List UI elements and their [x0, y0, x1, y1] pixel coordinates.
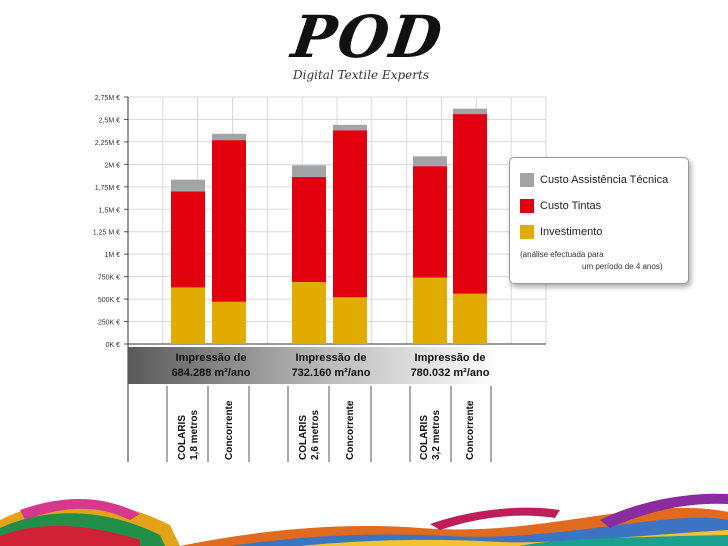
legend-swatch-assistencia	[520, 173, 534, 187]
textile-decoration-image	[0, 493, 728, 546]
logo-tagline: Digital Textile Experts	[292, 68, 429, 82]
legend-note-line2: um período de 4 anos)	[582, 262, 663, 271]
y-tick-label: 750K €	[98, 275, 120, 282]
legend-item-investimento: Investimento	[520, 224, 602, 240]
legend-label-investimento: Investimento	[540, 226, 603, 238]
bar-label: Concorrente	[465, 400, 476, 460]
bar-segment-investimento	[453, 293, 487, 344]
bar-segment-investimento	[333, 297, 367, 344]
y-tick-label: 2,5M €	[99, 117, 121, 124]
group-label-band	[128, 347, 500, 384]
y-tick-label: 2,75M €	[95, 95, 120, 102]
legend-label-tintas: Custo Tintas	[540, 200, 602, 212]
bar-segment-investimento	[413, 277, 447, 344]
legend-item-tintas: Custo Tintas	[520, 198, 601, 214]
legend-item-assistencia: Custo Assistência Técnica	[520, 172, 668, 188]
bar-segment-investimento	[292, 282, 326, 344]
bar-label: COLARIS	[298, 415, 309, 460]
y-axis-tick-labels: 0K € 250K € 500K € 750K € 1M € 1,25 M € 1,5M €…	[93, 95, 120, 349]
bar-segment-custo-assistencia	[292, 165, 326, 177]
y-tick-label: 1,75M €	[95, 185, 120, 192]
legend-label-assistencia: Custo Assistência Técnica	[540, 174, 669, 186]
bar-segment-custo-tintas	[413, 166, 447, 278]
bar-segment-custo-assistencia	[453, 108, 487, 115]
bar-segment-investimento	[212, 301, 246, 344]
logo-brand: POD	[286, 2, 448, 71]
bar-segment-custo-tintas	[171, 191, 205, 288]
bar-label-line2: 1,8 metros	[189, 410, 200, 460]
group-label-line2: 684.288 m²/ano	[172, 367, 251, 379]
y-tick-label: 2,25M €	[95, 140, 120, 147]
bars	[171, 108, 487, 344]
bar-segment-custo-assistencia	[413, 156, 447, 167]
bar-label: COLARIS	[177, 415, 188, 460]
y-tick-label: 500K €	[98, 297, 120, 304]
group-label-line1: Impressão de	[296, 352, 367, 364]
bar-segment-custo-assistencia	[333, 124, 367, 131]
group-label-line1: Impressão de	[415, 352, 486, 364]
legend-note: (análise efectuada para um período de 4 …	[520, 249, 680, 273]
bar-segment-custo-tintas	[333, 130, 367, 298]
legend-swatch-tintas	[520, 199, 534, 213]
bar-label: COLARIS	[419, 415, 430, 460]
group-label-line1: Impressão de	[176, 352, 247, 364]
bar-segment-custo-tintas	[453, 114, 487, 294]
y-tick-label: 1,25 M €	[93, 230, 120, 237]
y-tick-label: 1M €	[104, 252, 120, 259]
bar-label-line2: 2,6 metros	[310, 410, 321, 460]
bar-label-line2: 3,2 metros	[431, 410, 442, 460]
chart-legend: Custo Assistência Técnica Custo Tintas I…	[509, 157, 689, 284]
bar-segment-investimento	[171, 287, 205, 344]
legend-swatch-investimento	[520, 225, 534, 239]
y-tick-label: 2M €	[104, 162, 120, 169]
bar-segment-custo-tintas	[212, 140, 246, 302]
group-label-line2: 780.032 m²/ano	[411, 367, 490, 379]
pod-logo: POD Digital Textile Experts	[286, 2, 448, 82]
bar-label: Concorrente	[224, 400, 235, 460]
y-tick-label: 0K €	[106, 342, 121, 349]
bar-label: Concorrente	[345, 400, 356, 460]
bar-segment-custo-assistencia	[212, 133, 246, 141]
y-tick-label: 1,5M €	[99, 207, 121, 214]
bar-segment-custo-assistencia	[171, 179, 205, 192]
bar-segment-custo-tintas	[292, 176, 326, 283]
y-tick-label: 250K €	[98, 320, 120, 327]
group-label-line2: 732.160 m²/ano	[292, 367, 371, 379]
legend-note-line1: (análise efectuada para	[520, 250, 604, 259]
